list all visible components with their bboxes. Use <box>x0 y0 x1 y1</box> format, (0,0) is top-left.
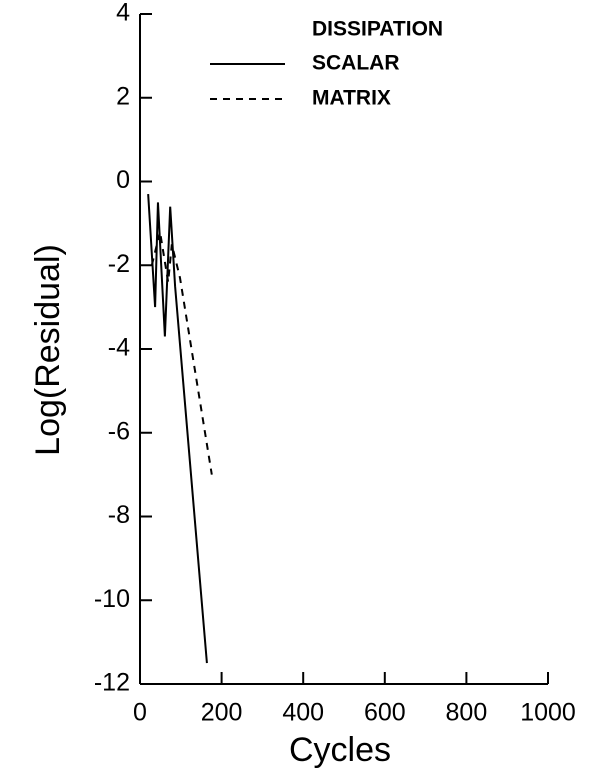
x-tick-label: 400 <box>282 699 324 727</box>
y-axis-label: Log(Residual) <box>29 244 67 456</box>
data-line <box>150 231 213 475</box>
legend-label: MATRIX <box>312 87 391 110</box>
y-tick-label: -4 <box>108 334 130 362</box>
x-tick-label: 800 <box>446 699 488 727</box>
y-tick-label: -6 <box>108 417 130 445</box>
x-axis-label: Cycles <box>289 731 391 769</box>
y-tick-label: -8 <box>108 501 130 529</box>
x-tick-label: 0 <box>133 699 147 727</box>
data-line <box>147 194 208 664</box>
y-tick-label: -12 <box>94 669 130 697</box>
y-tick-label: -2 <box>108 250 130 278</box>
y-tick-label: 4 <box>116 0 130 27</box>
x-tick-label: 600 <box>364 699 406 727</box>
legend-title: DISSIPATION <box>312 18 443 41</box>
y-tick-label: 0 <box>116 166 130 194</box>
x-tick-label: 1000 <box>520 699 576 727</box>
x-tick-label: 200 <box>201 699 243 727</box>
legend-label: SCALAR <box>312 52 400 75</box>
y-tick-label: -10 <box>94 585 130 613</box>
y-tick-label: 2 <box>116 82 130 110</box>
